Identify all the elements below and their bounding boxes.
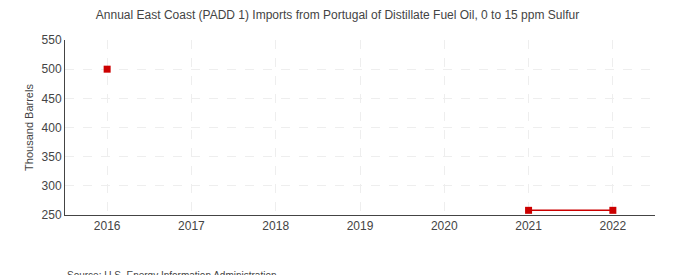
svg-text:450: 450 — [42, 92, 62, 106]
svg-text:2022: 2022 — [600, 219, 627, 233]
svg-text:550: 550 — [42, 33, 62, 47]
svg-text:2018: 2018 — [262, 219, 289, 233]
svg-text:2020: 2020 — [431, 219, 458, 233]
svg-text:400: 400 — [42, 121, 62, 135]
svg-text:Source: U.S. Energy Informatio: Source: U.S. Energy Information Administ… — [67, 270, 277, 275]
svg-text:300: 300 — [42, 179, 62, 193]
svg-text:2019: 2019 — [347, 219, 374, 233]
svg-text:250: 250 — [42, 208, 62, 222]
svg-text:500: 500 — [42, 62, 62, 76]
svg-text:Annual East Coast (PADD 1) Imp: Annual East Coast (PADD 1) Imports from … — [96, 8, 579, 22]
svg-text:2017: 2017 — [178, 219, 205, 233]
svg-text:Thousand Barrels: Thousand Barrels — [23, 84, 35, 171]
svg-text:2016: 2016 — [94, 219, 121, 233]
svg-text:2021: 2021 — [515, 219, 542, 233]
svg-text:350: 350 — [42, 150, 62, 164]
